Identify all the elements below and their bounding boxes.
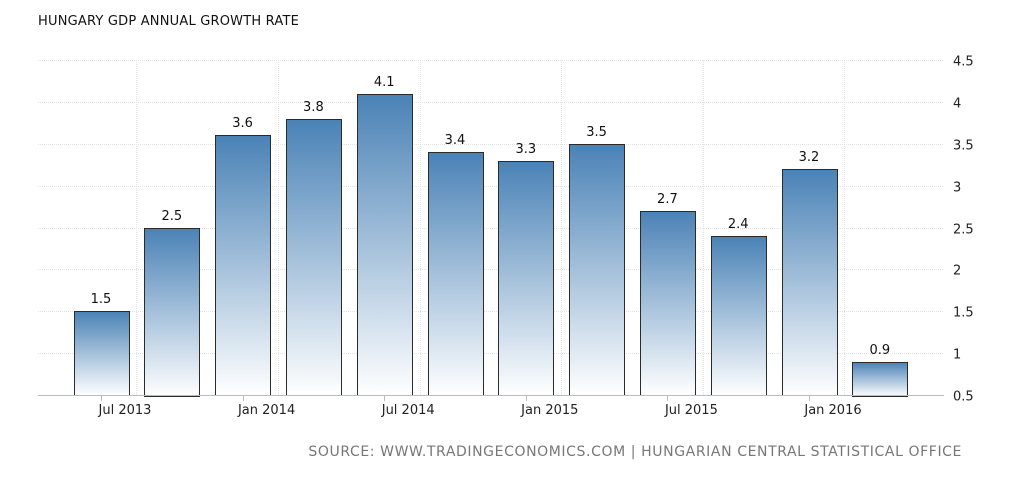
data-label: 4.1 <box>374 75 395 90</box>
bar <box>357 94 413 396</box>
y-tick-label: 2 <box>953 264 961 279</box>
data-label: 2.5 <box>161 209 182 224</box>
data-label: 2.4 <box>728 217 749 232</box>
bar <box>428 152 484 396</box>
y-tick-label: 1 <box>953 348 961 363</box>
bar <box>711 236 767 396</box>
bars <box>74 94 908 397</box>
bar <box>782 169 838 396</box>
data-label: 1.5 <box>91 292 112 307</box>
chart-title: HUNGARY GDP ANNUAL GROWTH RATE <box>38 14 300 29</box>
data-label: 2.7 <box>657 192 678 207</box>
bar <box>569 144 625 396</box>
bar <box>144 228 200 397</box>
bar <box>852 362 908 397</box>
source-note: SOURCE: WWW.TRADINGECONOMICS.COM | HUNGA… <box>308 444 962 460</box>
y-tick-label: 4.5 <box>953 55 974 70</box>
bar <box>74 311 130 396</box>
data-label: 3.4 <box>445 133 466 148</box>
data-label: 3.2 <box>799 150 820 165</box>
x-tick-label: Jan 2016 <box>803 403 861 418</box>
data-label: 3.3 <box>515 142 536 157</box>
y-tick-label: 3 <box>953 181 961 196</box>
y-axis: 0.5 1 1.5 2 2.5 3 3.5 4 4.5 <box>953 55 974 405</box>
x-tick-label: Jul 2014 <box>381 403 435 418</box>
data-label: 3.8 <box>303 100 324 115</box>
x-tick-label: Jul 2015 <box>664 403 718 418</box>
bar <box>286 119 342 396</box>
y-tick-label: 4 <box>953 97 961 112</box>
data-label: 3.5 <box>586 125 607 140</box>
x-tick-label: Jan 2014 <box>237 403 295 418</box>
y-tick-label: 1.5 <box>953 306 974 321</box>
x-tick-label: Jan 2015 <box>520 403 578 418</box>
y-tick-label: 2.5 <box>953 223 974 238</box>
bar <box>640 211 696 396</box>
y-tick-label: 3.5 <box>953 139 974 154</box>
data-label: 0.9 <box>869 343 890 358</box>
y-tick-label: 0.5 <box>953 390 974 405</box>
data-label: 3.6 <box>232 116 253 131</box>
data-labels: 1.5 2.5 3.6 3.8 4.1 3.4 3.3 3.5 2.7 2.4 3.2 0.9 <box>91 75 890 358</box>
x-axis: Jul 2013 Jan 2014 Jul 2014 Jan 2015 Jul 2015… <box>38 395 944 418</box>
x-tick-label: Jul 2013 <box>98 403 152 418</box>
bar <box>498 161 554 396</box>
bar <box>215 135 271 396</box>
